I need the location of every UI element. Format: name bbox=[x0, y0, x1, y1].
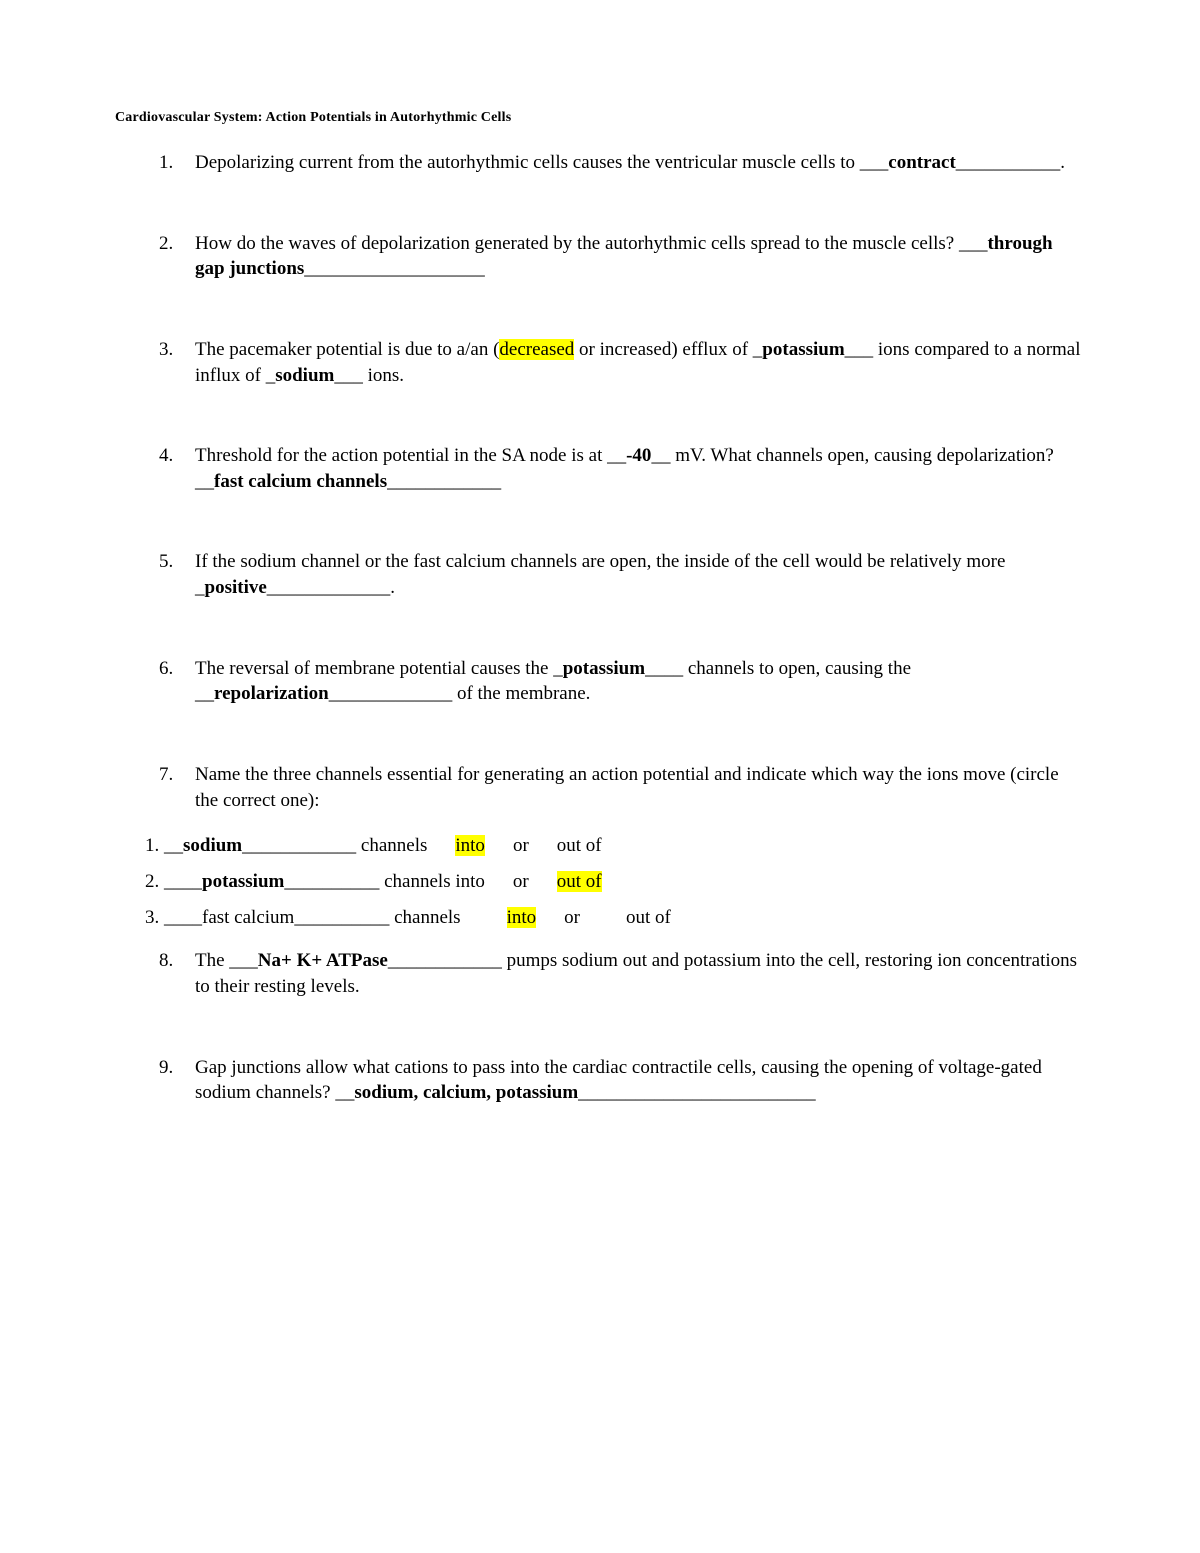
answer-blank: fast calcium channels bbox=[214, 471, 387, 492]
answer-blank: potassium bbox=[563, 658, 645, 679]
row-number: 1. bbox=[145, 835, 159, 856]
question-number: 3. bbox=[159, 337, 173, 363]
blank-trail: ___________. bbox=[956, 152, 1065, 173]
question-list: 1. Depolarizing current from the autorhy… bbox=[165, 150, 1085, 1106]
answer-blank: sodium, calcium, potassium bbox=[354, 1082, 578, 1103]
blank-post: __________ bbox=[294, 907, 389, 928]
worksheet-page: Cardiovascular System: Action Potentials… bbox=[0, 0, 1200, 1553]
blank-trail: _____________ of the membrane. bbox=[329, 683, 591, 704]
answer-blank: positive bbox=[205, 577, 267, 598]
row-number: 3. bbox=[145, 907, 159, 928]
question-number: 1. bbox=[159, 150, 173, 176]
question-text: The ___ bbox=[195, 950, 258, 971]
question-number: 6. bbox=[159, 656, 173, 682]
question-7: 7. Name the three channels essential for… bbox=[165, 762, 1085, 930]
label-channels: channels bbox=[384, 871, 450, 892]
question-text: or increased) efflux of _ bbox=[574, 339, 762, 360]
question-8: 8. The ___Na+ K+ ATPase____________ pump… bbox=[165, 948, 1085, 999]
question-text: The pacemaker potential is due to a/an ( bbox=[195, 339, 499, 360]
question-9: 9. Gap junctions allow what cations to p… bbox=[165, 1055, 1085, 1106]
label-or: or bbox=[564, 907, 580, 928]
answer-blank: sodium bbox=[275, 365, 334, 386]
answer-blank: potassium bbox=[202, 871, 284, 892]
blank-trail: ___ ions. bbox=[334, 365, 404, 386]
answer-blank: Na+ K+ ATPase bbox=[258, 950, 388, 971]
question-number: 5. bbox=[159, 549, 173, 575]
answer-blank: repolarization bbox=[214, 683, 329, 704]
question-text: How do the waves of depolarization gener… bbox=[195, 233, 987, 254]
question-1: 1. Depolarizing current from the autorhy… bbox=[165, 150, 1085, 176]
blank-trail: ____________ bbox=[387, 471, 501, 492]
question-number: 9. bbox=[159, 1055, 173, 1081]
channel-sublist: 1. __sodium____________ channelsintoorou… bbox=[145, 833, 1085, 930]
row-number: 2. bbox=[145, 871, 159, 892]
page-title: Cardiovascular System: Action Potentials… bbox=[115, 110, 1085, 126]
question-2: 2. How do the waves of depolarization ge… bbox=[165, 231, 1085, 282]
answer-blank: potassium bbox=[762, 339, 844, 360]
option-into: into bbox=[455, 871, 485, 892]
option-outof: out of bbox=[557, 871, 602, 892]
answer-blank: sodium bbox=[183, 835, 242, 856]
question-number: 2. bbox=[159, 231, 173, 257]
label-channels: channels bbox=[394, 907, 460, 928]
answer-blank: -40 bbox=[626, 445, 651, 466]
answer-blank: contract bbox=[888, 152, 956, 173]
question-number: 4. bbox=[159, 443, 173, 469]
question-text: Threshold for the action potential in th… bbox=[195, 445, 626, 466]
question-number: 7. bbox=[159, 762, 173, 788]
blank-trail: _________________________ bbox=[578, 1082, 816, 1103]
blank-post: ____________ bbox=[242, 835, 356, 856]
option-outof: out of bbox=[626, 907, 671, 928]
question-3: 3. The pacemaker potential is due to a/a… bbox=[165, 337, 1085, 388]
label-channels: channels bbox=[361, 835, 427, 856]
blank-pre: ____ bbox=[164, 907, 202, 928]
question-text: Name the three channels essential for ge… bbox=[195, 764, 1059, 811]
channel-row-2: 2. ____potassium__________ channels into… bbox=[145, 869, 1085, 895]
highlighted-choice: decreased bbox=[499, 339, 574, 360]
question-4: 4. Threshold for the action potential in… bbox=[165, 443, 1085, 494]
option-into: into bbox=[455, 835, 485, 856]
label-or: or bbox=[513, 871, 529, 892]
blank-trail: ___________________ bbox=[304, 258, 485, 279]
question-text: The reversal of membrane potential cause… bbox=[195, 658, 563, 679]
blank-trail: _____________. bbox=[267, 577, 395, 598]
blank-pre: ____ bbox=[164, 871, 202, 892]
question-text: Depolarizing current from the autorhythm… bbox=[195, 152, 888, 173]
question-6: 6. The reversal of membrane potential ca… bbox=[165, 656, 1085, 707]
question-number: 8. bbox=[159, 948, 173, 974]
option-into: into bbox=[507, 907, 537, 928]
option-outof: out of bbox=[557, 835, 602, 856]
channel-row-1: 1. __sodium____________ channels into or ou… bbox=[145, 833, 1085, 859]
answer-blank: fast calcium bbox=[202, 907, 294, 928]
question-5: 5. If the sodium channel or the fast cal… bbox=[165, 549, 1085, 600]
blank-pre: __ bbox=[164, 835, 183, 856]
blank-post: __________ bbox=[284, 871, 379, 892]
channel-row-3: 3. ____fast calcium__________ channels in… bbox=[145, 905, 1085, 931]
label-or: or bbox=[513, 835, 529, 856]
